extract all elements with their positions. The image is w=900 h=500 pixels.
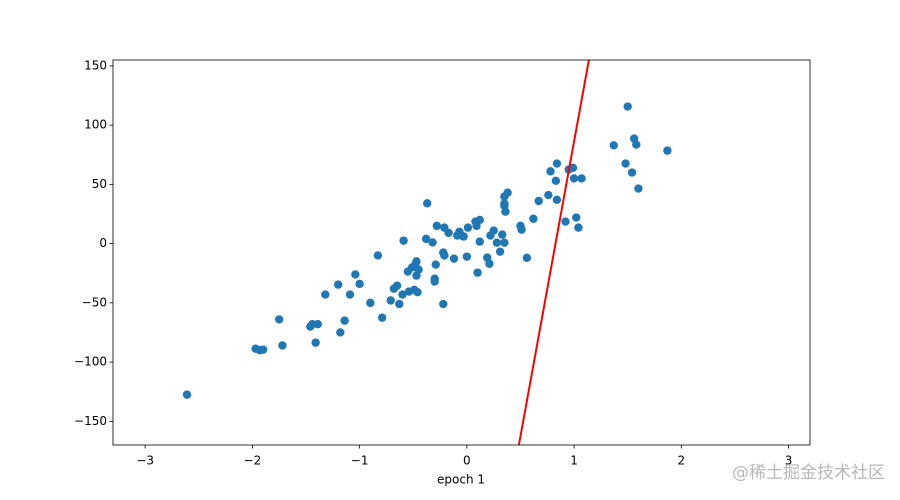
scatter-point bbox=[351, 270, 360, 279]
scatter-point bbox=[561, 217, 570, 226]
scatter-point bbox=[577, 174, 586, 183]
scatter-point bbox=[413, 287, 422, 297]
scatter-point bbox=[609, 141, 618, 150]
x-tick-label: 3 bbox=[785, 454, 793, 468]
scatter-point bbox=[503, 188, 512, 197]
scatter-point bbox=[485, 259, 494, 268]
scatter-point bbox=[440, 251, 449, 260]
scatter-point bbox=[621, 159, 630, 168]
scatter-point bbox=[398, 290, 407, 299]
scatter-point bbox=[395, 299, 404, 309]
scatter-point bbox=[345, 290, 355, 299]
y-tick-label: −150 bbox=[74, 414, 107, 428]
scatter-point bbox=[444, 228, 453, 238]
scatter-point bbox=[275, 315, 284, 324]
scatter-point bbox=[473, 268, 482, 277]
y-tick-label: −100 bbox=[74, 355, 107, 369]
scatter-point bbox=[498, 230, 507, 239]
scatter-point bbox=[449, 254, 459, 263]
scatter-point bbox=[313, 319, 323, 329]
scatter-point bbox=[529, 214, 538, 223]
scatter-point bbox=[551, 176, 561, 186]
x-tick-label: −3 bbox=[136, 454, 154, 468]
scatter-point bbox=[430, 277, 439, 286]
scatter-point bbox=[340, 316, 349, 325]
scatter-point bbox=[501, 207, 510, 216]
y-tick-label: −50 bbox=[82, 295, 107, 309]
scatter-point bbox=[459, 232, 468, 241]
scatter-point bbox=[462, 252, 472, 261]
x-axis-label: epoch 1 bbox=[437, 473, 485, 487]
scatter-point bbox=[311, 338, 320, 347]
scatter-point bbox=[495, 247, 505, 256]
scatter-point bbox=[623, 102, 632, 111]
y-tick-label: 50 bbox=[92, 177, 107, 191]
scatter-point bbox=[489, 226, 498, 235]
x-tick-label: −2 bbox=[244, 454, 262, 468]
scatter-point bbox=[377, 313, 387, 322]
scatter-point bbox=[634, 184, 643, 193]
scatter-point bbox=[182, 390, 192, 399]
scatter-point bbox=[439, 299, 448, 309]
scatter-point bbox=[366, 298, 375, 308]
scatter-point bbox=[574, 223, 583, 232]
scatter-point bbox=[569, 174, 579, 183]
scatter-point bbox=[412, 257, 421, 266]
scatter-point bbox=[432, 221, 442, 231]
x-tick-label: 2 bbox=[678, 454, 686, 468]
scatter-point bbox=[500, 238, 509, 247]
scatter-point bbox=[373, 251, 383, 260]
scatter-point bbox=[258, 345, 268, 354]
scatter-point bbox=[336, 328, 345, 337]
y-tick-label: 100 bbox=[84, 118, 107, 132]
scatter-point bbox=[500, 199, 509, 208]
scatter-point bbox=[517, 225, 526, 234]
scatter-point bbox=[552, 159, 562, 168]
scatter-point bbox=[463, 223, 473, 232]
scatter-point bbox=[355, 279, 364, 289]
scatter-point bbox=[421, 234, 431, 244]
scatter-point bbox=[572, 213, 581, 222]
scatter-point bbox=[552, 195, 562, 204]
scatter-point bbox=[431, 260, 440, 269]
scatter-point bbox=[663, 146, 672, 155]
scatter-point bbox=[522, 253, 532, 263]
scatter-point bbox=[278, 341, 287, 350]
scatter-point bbox=[422, 199, 432, 208]
scatter-point bbox=[546, 167, 555, 176]
scatter-point bbox=[414, 265, 423, 274]
x-tick-label: 0 bbox=[463, 454, 471, 468]
watermark: @稀土掘金技术社区 bbox=[732, 463, 885, 483]
scatter-point bbox=[627, 168, 637, 177]
plot-frame bbox=[112, 59, 811, 446]
scatter-point bbox=[475, 215, 484, 225]
scatter-point bbox=[392, 281, 402, 290]
scatter-point bbox=[534, 196, 543, 206]
y-tick-label: 0 bbox=[99, 236, 107, 250]
scatter-point bbox=[568, 163, 578, 172]
scatter-point bbox=[321, 290, 330, 299]
scatter-point bbox=[492, 238, 502, 247]
scatter-point bbox=[386, 296, 395, 305]
scatter-point bbox=[544, 190, 553, 200]
x-tick-label: −1 bbox=[351, 454, 369, 468]
scatter-point bbox=[632, 140, 641, 149]
line bbox=[517, 59, 590, 446]
x-tick-label: 1 bbox=[570, 454, 578, 468]
scatter-point bbox=[333, 280, 343, 289]
scatter-point bbox=[399, 236, 408, 245]
y-tick-label: 150 bbox=[84, 58, 107, 72]
scatter-point bbox=[428, 238, 437, 247]
scatter-point bbox=[475, 237, 484, 246]
